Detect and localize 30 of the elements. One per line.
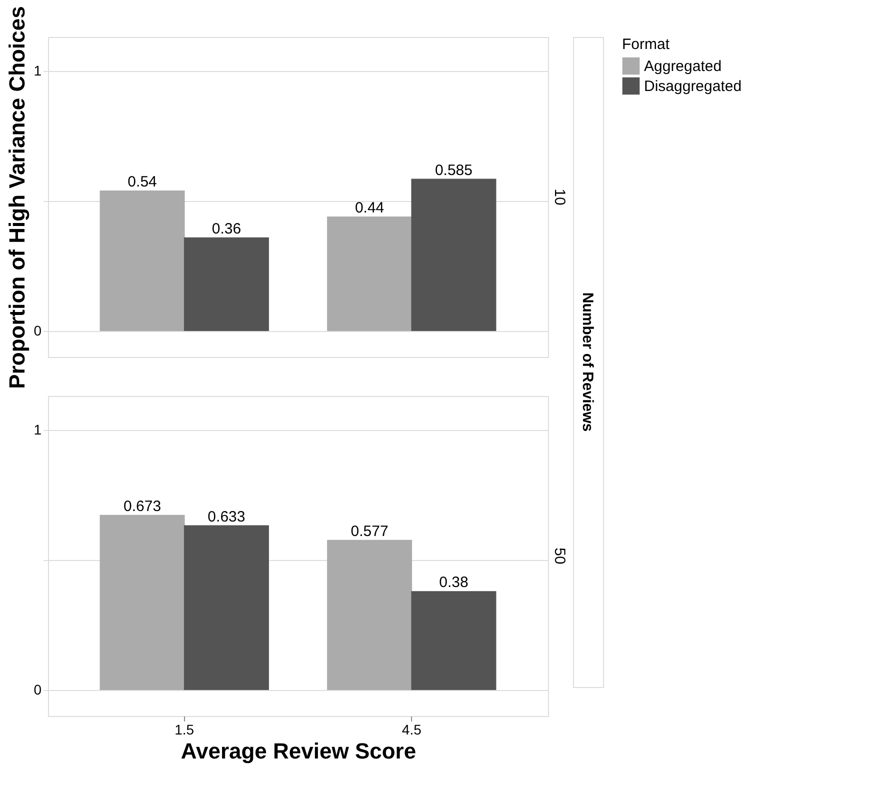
- bar: [411, 591, 496, 690]
- data-label: 0.585: [434, 162, 472, 179]
- bar: [100, 514, 185, 690]
- text: 10: [551, 188, 568, 206]
- text: 50: [551, 548, 568, 564]
- data-label: 0.54: [128, 173, 157, 190]
- data-label: 0.38: [439, 574, 468, 592]
- data-label: 0.36: [212, 220, 242, 238]
- y-tick-label: 1: [34, 421, 42, 438]
- bar: [184, 525, 269, 690]
- x-axis-title: Average Review Score: [180, 738, 416, 764]
- bar: [327, 540, 412, 690]
- x-tick-label: 4.5: [402, 722, 422, 738]
- text: Number of Reviews: [579, 292, 596, 432]
- y-tick-label: 1: [34, 62, 42, 78]
- bar: [327, 216, 412, 331]
- y-axis-title: Proportion of High Variance Choices: [4, 6, 30, 389]
- y-tick-label: 0: [34, 681, 42, 698]
- legend-label: Aggregated: [644, 58, 722, 75]
- x-tick-label: 1.5: [174, 722, 194, 738]
- bar: [100, 190, 185, 331]
- bar: [184, 237, 269, 331]
- legend-title: Format: [622, 36, 670, 53]
- data-label: 0.673: [124, 498, 162, 515]
- data-label: 0.44: [354, 200, 384, 217]
- bar: [411, 178, 496, 331]
- data-label: 0.577: [350, 522, 388, 540]
- legend-label: Disaggregated: [644, 78, 742, 95]
- data-label: 0.633: [208, 508, 246, 526]
- y-tick-label: 0: [34, 322, 42, 338]
